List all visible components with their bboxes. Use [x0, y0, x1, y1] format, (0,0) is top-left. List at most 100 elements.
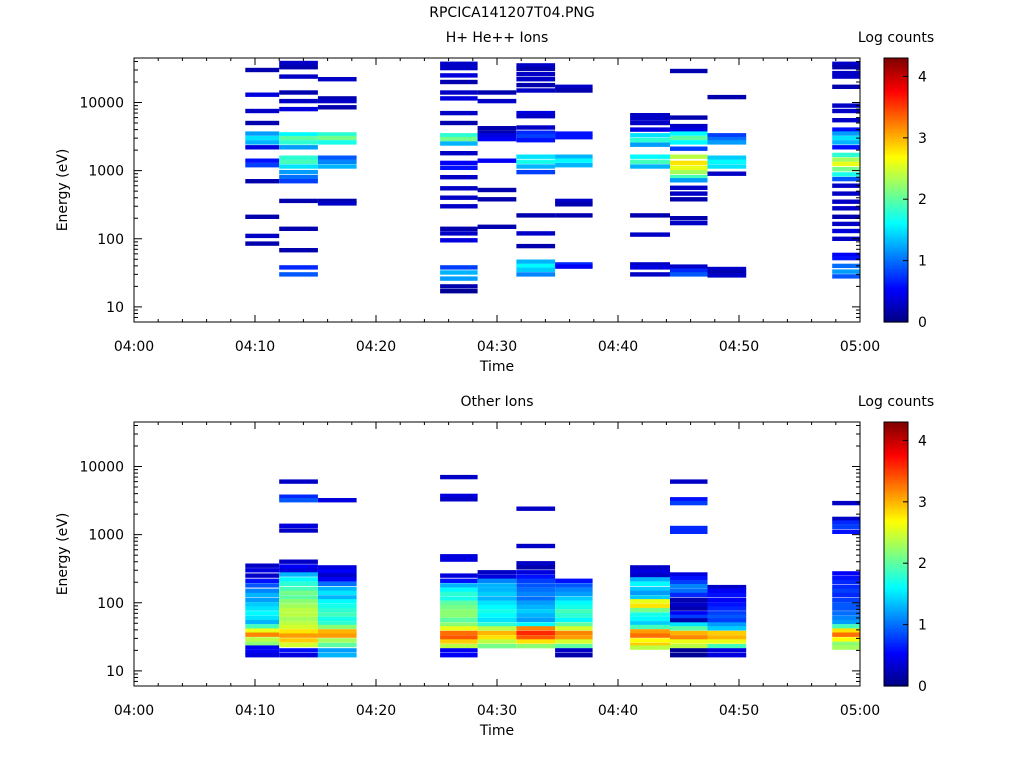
heatmap-cell: [317, 132, 357, 137]
heatmap-cell: [555, 587, 593, 592]
colorbar-band: [884, 207, 908, 211]
panel-title: H+ He++ Ions: [446, 30, 549, 46]
heatmap-cell: [440, 120, 478, 126]
heatmap-cell: [440, 583, 478, 588]
colorbar-tick-label: 4: [918, 433, 927, 449]
heatmap-cell: [832, 571, 860, 576]
heatmap-cell: [670, 653, 708, 658]
heatmap-cell: [279, 145, 318, 150]
colorbar-band: [884, 463, 908, 467]
heatmap-cell: [440, 265, 478, 270]
colorbar-band: [884, 536, 908, 540]
colorbar-band: [884, 448, 908, 452]
colorbar-band: [884, 646, 908, 650]
heatmap-cell: [555, 639, 593, 644]
heatmap-cell: [630, 581, 670, 586]
heatmap-cell: [477, 630, 517, 636]
colorbar-band: [884, 256, 908, 259]
colorbar-band: [884, 422, 908, 425]
heatmap-cell: [317, 638, 357, 643]
heatmap-cell: [245, 568, 280, 573]
colorbar-band: [884, 521, 908, 524]
colorbar-band: [884, 168, 908, 171]
heatmap-cell: [832, 529, 860, 534]
heatmap-cell: [440, 622, 478, 627]
heatmap-cell: [832, 624, 860, 629]
heatmap-cell: [630, 272, 670, 277]
colorbar-band: [884, 573, 908, 577]
colorbar-band: [884, 505, 908, 509]
heatmap-cell: [440, 617, 478, 623]
heatmap-cell: [832, 70, 860, 76]
colorbar-band: [884, 670, 908, 674]
heatmap-cell: [317, 642, 357, 648]
colorbar-band: [884, 437, 908, 441]
heatmap-cell: [279, 528, 318, 533]
colorbar-band: [884, 240, 908, 244]
colorbar-band: [884, 170, 908, 173]
heatmap-cell: [832, 74, 860, 79]
heatmap-cell: [279, 653, 318, 658]
heatmap-cell: [555, 154, 593, 159]
heatmap-cell: [555, 648, 593, 653]
colorbar-band: [884, 249, 908, 253]
heatmap-cell: [245, 619, 280, 625]
colorbar-band: [884, 613, 908, 617]
heatmap-cell: [477, 126, 517, 131]
heatmap-cell: [279, 624, 318, 630]
colorbar-band: [884, 192, 908, 195]
colorbar-band: [884, 518, 908, 522]
heatmap-cell: [707, 164, 747, 169]
heatmap-cell: [630, 232, 670, 237]
heatmap-cell: [317, 616, 357, 622]
heatmap-cell: [317, 581, 357, 586]
y-axis: 10 100 1000 10000: [79, 424, 860, 687]
heatmap-cell: [670, 588, 708, 593]
heatmap-cell: [317, 648, 357, 653]
heatmap-cell: [477, 639, 517, 644]
heatmap-cell: [670, 592, 708, 598]
colorbar-band: [884, 223, 908, 226]
colorbar-band: [884, 319, 908, 323]
heatmap-cell: [317, 565, 357, 570]
heatmap-cell: [630, 629, 670, 634]
colorbar-band: [884, 121, 908, 125]
colorbar-band: [884, 620, 908, 623]
colorbar-band: [884, 128, 908, 132]
heatmap-cell: [707, 159, 747, 164]
heatmap-cell: [516, 613, 556, 618]
heatmap-cell: [832, 183, 860, 188]
heatmap-cell: [279, 74, 318, 79]
heatmap-cell: [832, 176, 860, 182]
heatmap-cell: [555, 264, 593, 269]
colorbar-band: [884, 179, 908, 182]
heatmap-cell: [832, 269, 860, 274]
x-tick-label: 04:30: [477, 703, 517, 719]
colorbar-band: [884, 135, 908, 138]
heatmap-cell: [630, 645, 670, 650]
heatmap-cell: [630, 586, 670, 592]
heatmap-cell: [245, 649, 280, 655]
colorbar-band: [884, 185, 908, 189]
heatmap-cell: [707, 614, 747, 620]
heatmap-cell: [516, 635, 556, 640]
heatmap-cell: [440, 136, 478, 142]
colorbar-band: [884, 479, 908, 482]
colorbar-band: [884, 231, 908, 235]
heatmap-cell: [279, 599, 318, 604]
heatmap-cell: [555, 596, 593, 601]
heatmap-cell: [477, 130, 517, 135]
heatmap-cell: [245, 120, 280, 126]
heatmap-cell: [279, 642, 318, 648]
colorbar-band: [884, 450, 908, 454]
colorbar-band: [884, 132, 908, 136]
colorbar-tick-label: 1: [918, 618, 927, 634]
heatmap-cell: [707, 644, 747, 649]
heatmap-cell: [317, 105, 357, 110]
heatmap-cell: [477, 591, 517, 597]
heatmap-cell: [832, 228, 860, 234]
heatmap-cell: [317, 198, 357, 204]
heatmap-cells: [245, 474, 860, 658]
colorbar-band: [884, 604, 908, 608]
colorbar-band: [884, 225, 908, 228]
